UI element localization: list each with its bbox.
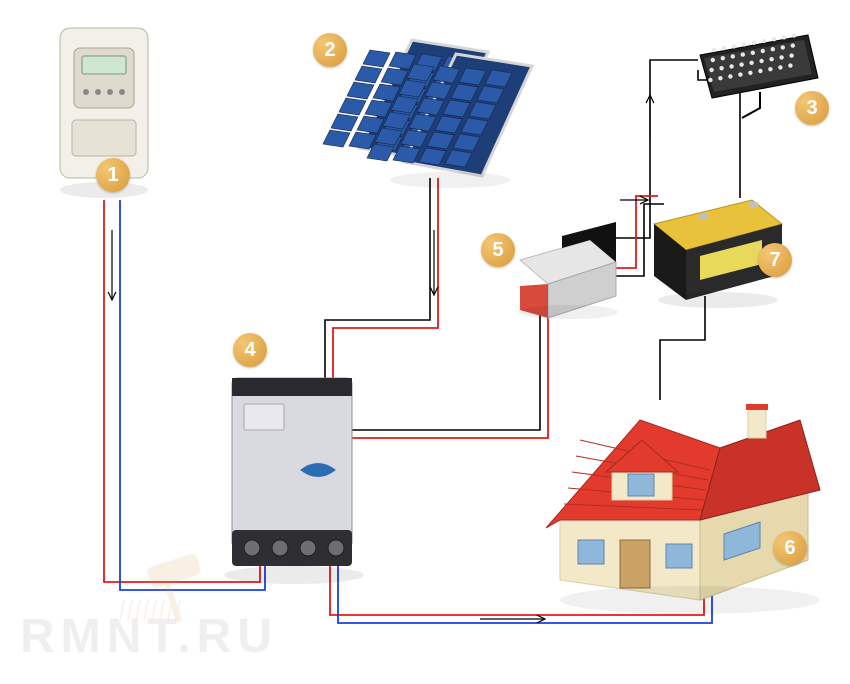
house-load-icon (546, 404, 820, 614)
badge-5: 5 (481, 233, 515, 267)
hybrid-inverter-icon (224, 378, 364, 584)
solar-panels-icon (323, 40, 532, 188)
badge-3: 3 (795, 91, 829, 125)
components-layer (0, 0, 850, 684)
badge-2: 2 (313, 33, 347, 67)
diagram-stage: 1 2 3 4 5 6 7 RMNT.RU (0, 0, 850, 684)
charge-controller-icon (518, 222, 618, 319)
badge-1: 1 (96, 158, 130, 192)
watermark: RMNT.RU (20, 609, 278, 664)
badge-4: 4 (233, 333, 267, 367)
badge-7: 7 (758, 243, 792, 277)
badge-6: 6 (773, 531, 807, 565)
